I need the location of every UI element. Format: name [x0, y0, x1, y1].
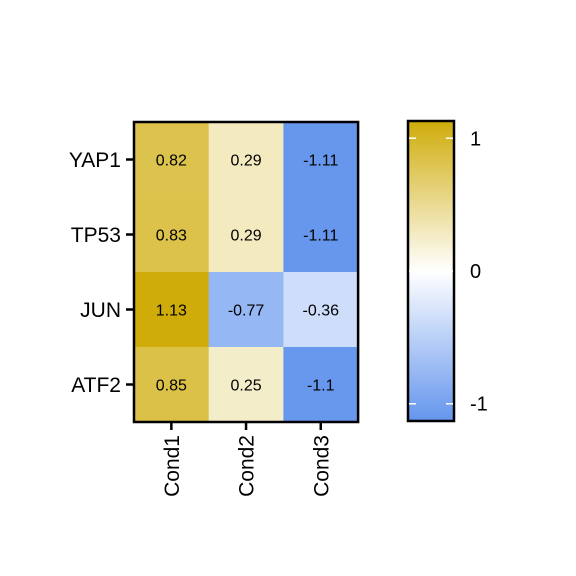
cell-value-label: 0.29 — [230, 228, 261, 245]
cell-value-label: -0.36 — [303, 303, 340, 320]
row-label: ATF2 — [71, 374, 121, 397]
row-label: YAP1 — [69, 149, 121, 172]
heatmap-cell — [134, 347, 210, 423]
heatmap-cell — [208, 347, 284, 423]
cell-value-label: -1.11 — [303, 228, 338, 245]
cell-value-label: -0.77 — [228, 303, 265, 320]
cell-value-label: -1.11 — [303, 153, 338, 170]
cell-value-label: 0.83 — [156, 228, 187, 245]
column-label: Cond1 — [161, 435, 184, 497]
row-axis: YAP1 TP53 JUN ATF2 — [69, 149, 134, 397]
heatmap-cell — [283, 347, 359, 423]
heatmap-cell — [134, 272, 210, 348]
heatmap-cell — [134, 197, 210, 273]
cell-value-label: 0.29 — [230, 153, 261, 170]
heatmap-cell — [283, 197, 359, 273]
colorbar-legend: 1 0 -1 — [406, 119, 488, 423]
colorbar-tick-label: 0 — [470, 261, 481, 283]
heatmap-cell-labels: 0.82 0.29 -1.11 0.83 0.29 -1.11 1.13 -0.77 -0.36… — [156, 153, 339, 395]
cell-value-label: 0.85 — [156, 378, 187, 395]
column-axis: Cond1 Cond2 Cond3 — [161, 422, 333, 497]
heatmap-cell — [208, 122, 284, 198]
row-label: TP53 — [71, 224, 121, 247]
heatmap-cell — [208, 197, 284, 273]
cell-value-label: 0.25 — [230, 378, 261, 395]
cell-value-label: 1.13 — [156, 303, 187, 320]
column-label: Cond2 — [236, 435, 259, 497]
column-label: Cond3 — [310, 435, 333, 497]
row-label: JUN — [80, 299, 121, 322]
heatmap-cell — [283, 272, 359, 348]
cell-value-label: 0.82 — [156, 153, 187, 170]
colorbar-tick-label: -1 — [470, 394, 488, 416]
heatmap-cell — [208, 272, 284, 348]
heatmap-cells — [134, 122, 359, 423]
heatmap-cell — [134, 122, 210, 198]
colorbar-ticks: 1 0 -1 — [409, 128, 488, 416]
heatmap-cell — [283, 122, 359, 198]
cell-value-label: -1.1 — [307, 378, 335, 395]
colorbar-tick-label: 1 — [470, 128, 481, 150]
